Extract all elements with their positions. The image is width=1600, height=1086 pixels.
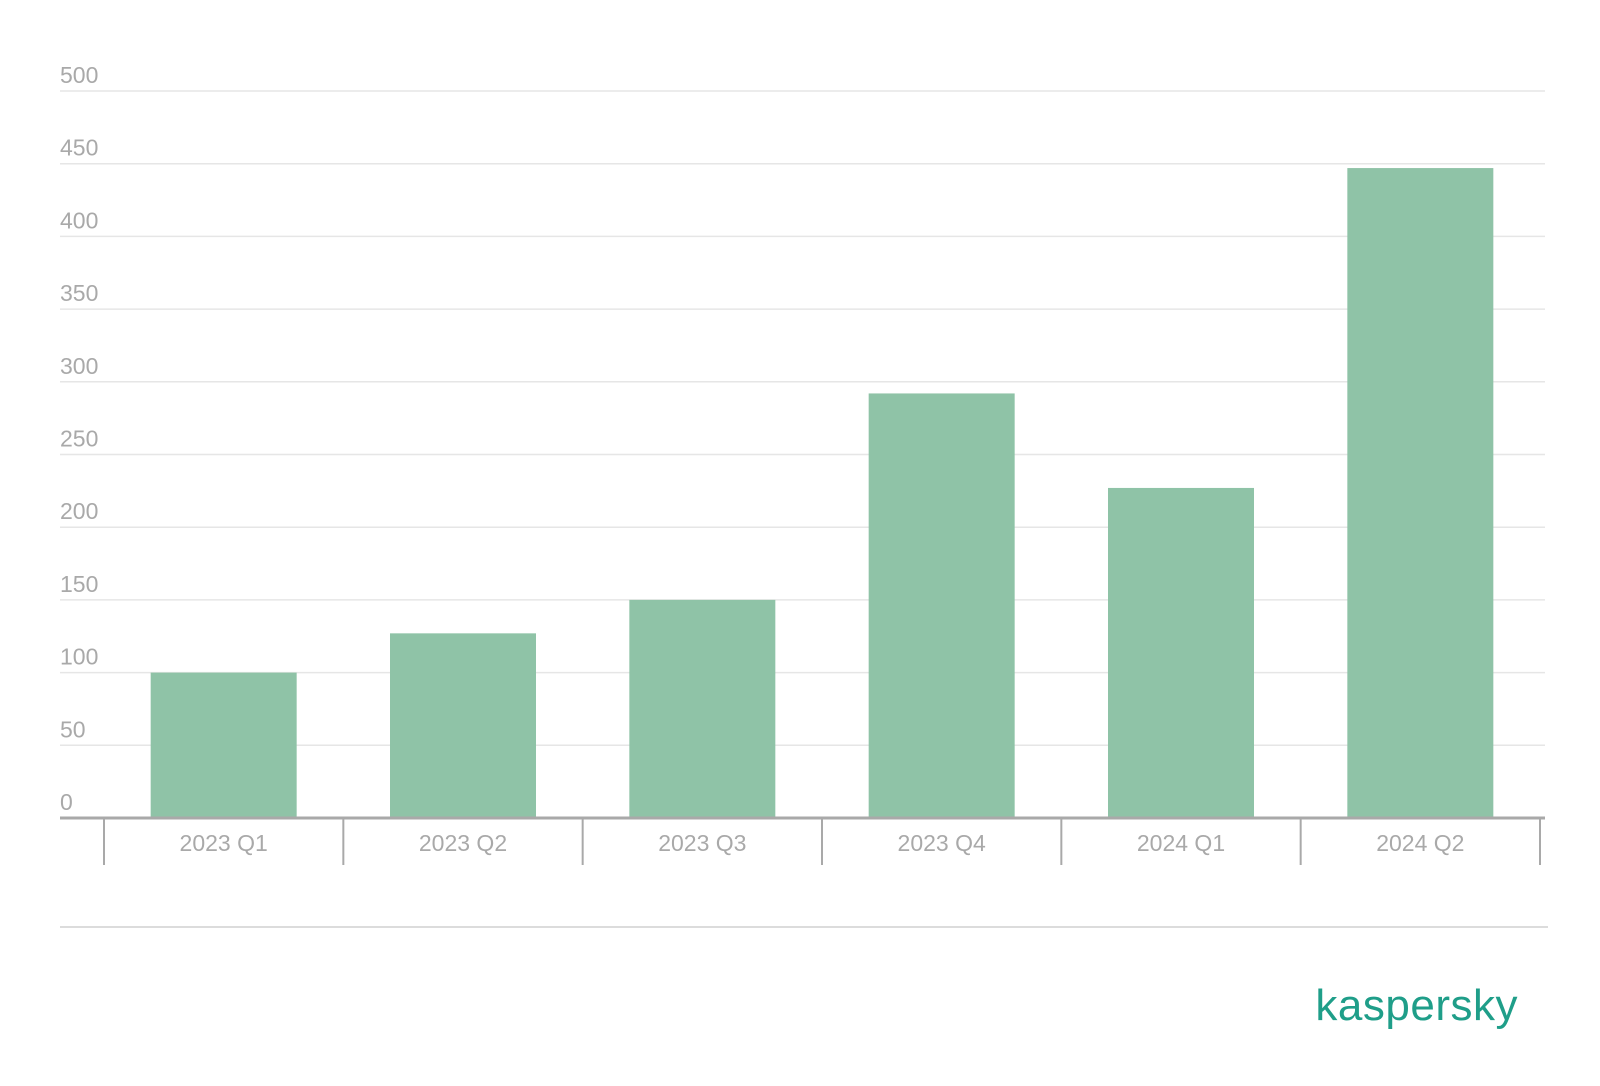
y-tick-label: 50 <box>60 716 86 742</box>
x-category-label: 2023 Q4 <box>898 830 986 856</box>
y-tick-label: 250 <box>60 426 98 452</box>
x-category-label: 2023 Q3 <box>658 830 746 856</box>
x-category-label: 2023 Q1 <box>180 830 268 856</box>
bar <box>150 672 297 818</box>
y-tick-label: 350 <box>60 280 98 306</box>
y-tick-label: 150 <box>60 571 98 597</box>
y-tick-label: 450 <box>60 135 98 161</box>
kaspersky-logo: kaspersky <box>1315 981 1518 1030</box>
bars <box>150 168 1494 818</box>
x-category-label: 2023 Q2 <box>419 830 507 856</box>
y-tick-label: 100 <box>60 644 98 670</box>
y-axis-tick-labels: 0 50 100 150 200 250 300 350 400 450 500 <box>60 62 98 815</box>
bar <box>390 633 536 818</box>
gridlines <box>60 90 1545 747</box>
bar <box>1108 487 1254 818</box>
bar <box>868 393 1015 818</box>
y-tick-label: 300 <box>60 353 98 379</box>
bar <box>1347 168 1494 818</box>
y-tick-label: 400 <box>60 207 98 233</box>
x-axis <box>60 816 1545 865</box>
x-category-label: 2024 Q1 <box>1137 830 1225 856</box>
bar <box>629 599 776 818</box>
y-tick-label: 200 <box>60 498 98 524</box>
x-category-label: 2024 Q2 <box>1376 830 1464 856</box>
y-tick-label: 500 <box>60 62 98 88</box>
y-tick-label: 0 <box>60 789 73 815</box>
x-axis-category-labels: 2023 Q1 2023 Q2 2023 Q3 2023 Q4 2024 Q1 2024 … <box>180 830 1465 856</box>
